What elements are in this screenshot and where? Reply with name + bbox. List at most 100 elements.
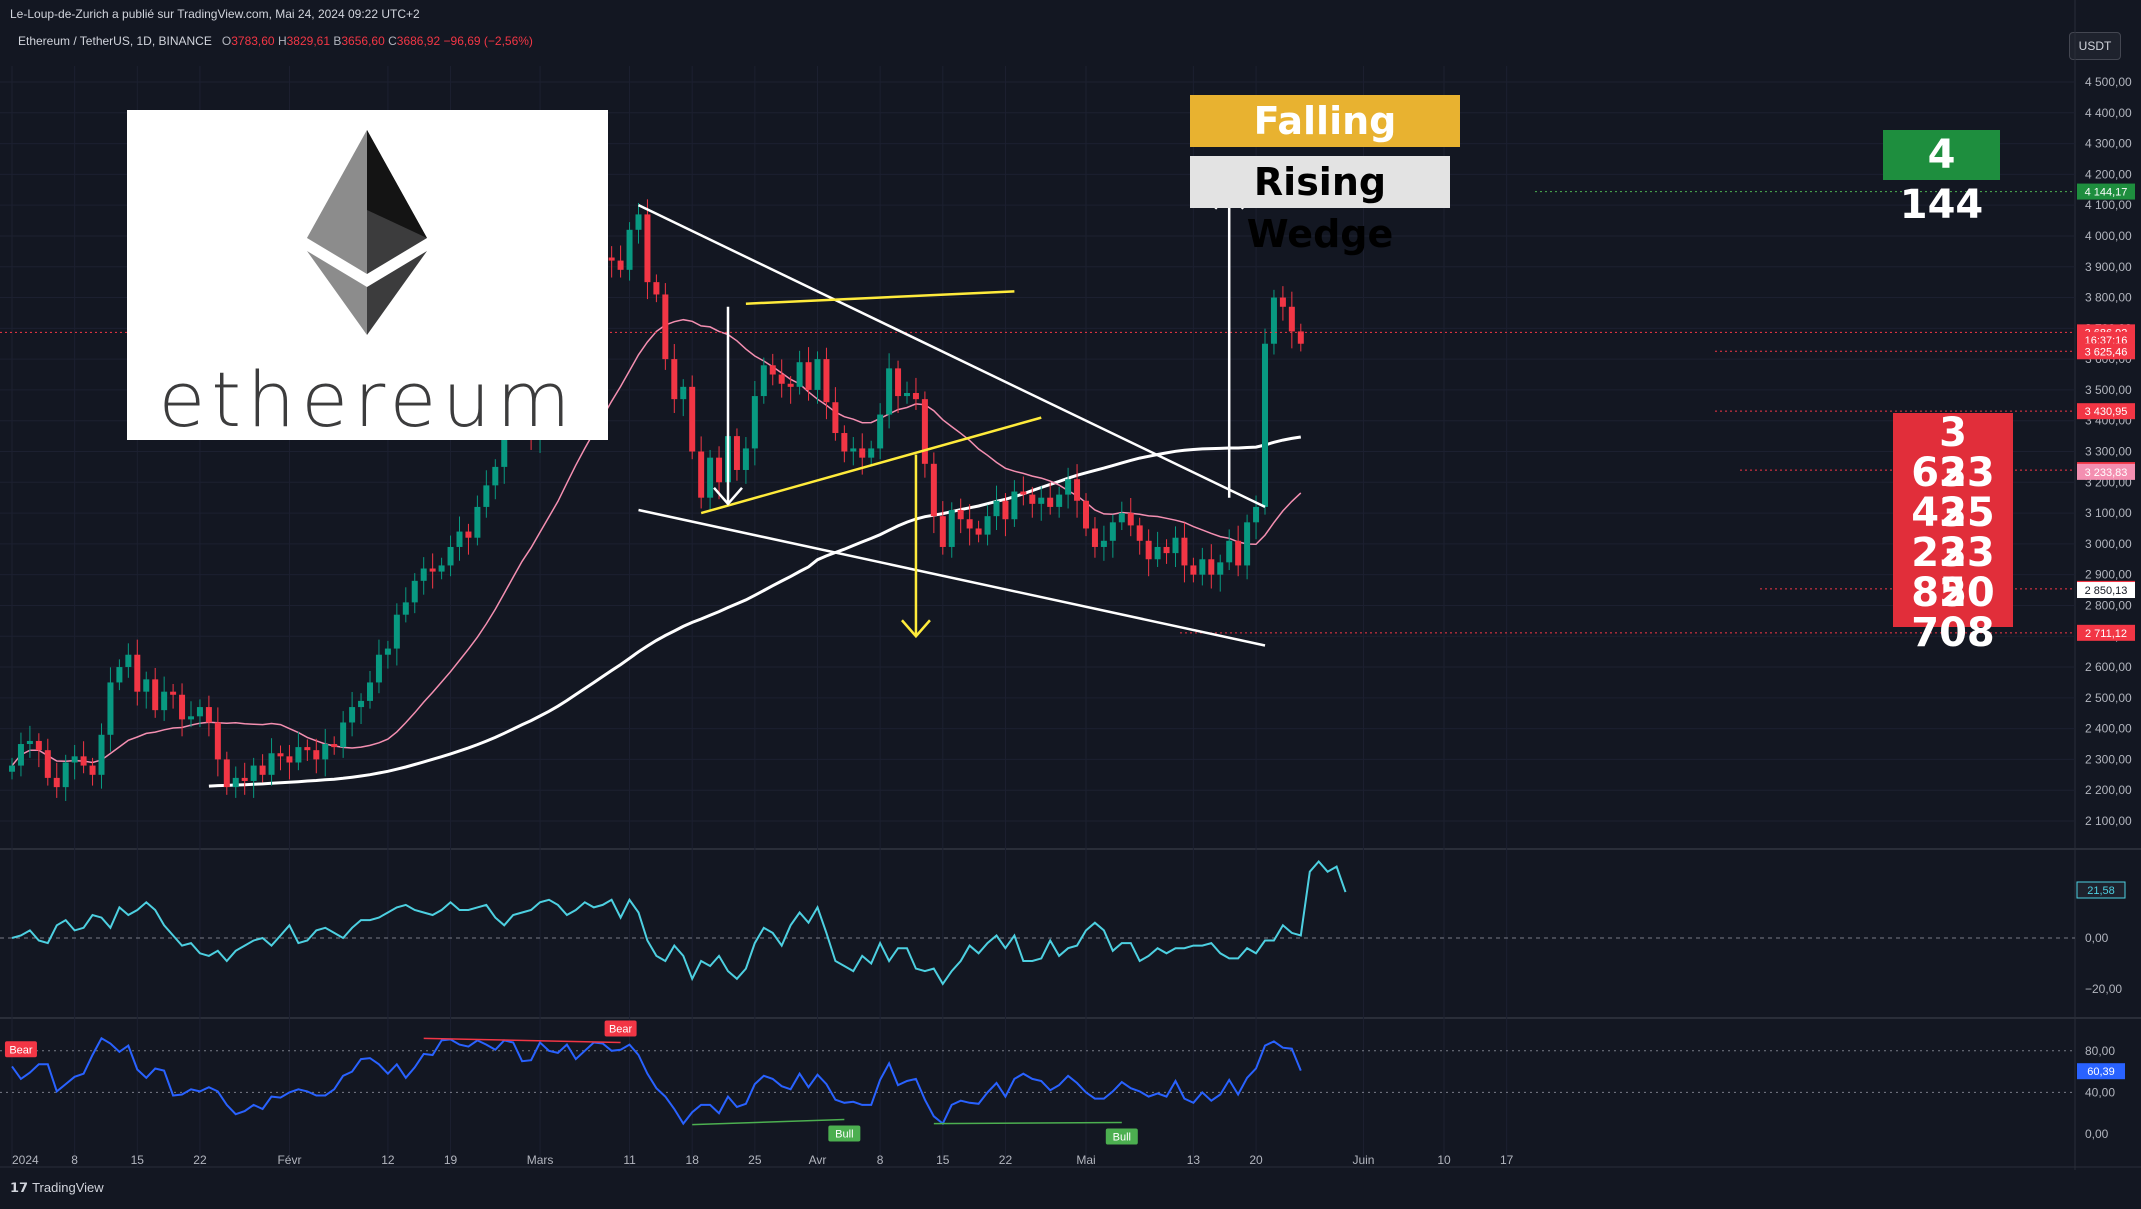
candle-body	[313, 750, 320, 760]
candle-body	[170, 691, 177, 695]
candle-body	[716, 457, 723, 483]
date-tick-label: 8	[71, 1153, 78, 1167]
candle-body	[447, 546, 454, 566]
candle-body	[492, 466, 499, 486]
price-tick-label: 2 500,00	[2085, 691, 2132, 705]
price-axis-label	[2077, 343, 2135, 360]
candle-body	[116, 667, 123, 683]
candle-body	[966, 519, 973, 529]
publisher-credit: Le-Loup-de-Zurich a publié sur TradingVi…	[10, 7, 420, 21]
candle-body	[1118, 513, 1125, 523]
candle-body	[832, 402, 839, 434]
candle-body	[698, 451, 705, 498]
ethereum-logo: ethereum	[127, 110, 608, 440]
bull-divergence-badge	[828, 1125, 861, 1142]
candle-body	[1020, 491, 1027, 495]
candle-body	[1244, 522, 1251, 566]
symbol-name[interactable]: Ethereum / TetherUS, 1D, BINANCE	[18, 34, 212, 48]
candle-body	[349, 707, 356, 723]
candle-body	[188, 716, 194, 720]
candle-body	[331, 744, 338, 748]
candle-body	[957, 510, 964, 520]
tradingview-brand[interactable]: 𝟭𝟳 TradingView	[10, 1180, 104, 1196]
bull-divergence-line	[933, 1121, 1122, 1125]
date-tick-label: 10	[1437, 1153, 1451, 1167]
candle-body	[1074, 479, 1081, 501]
rising-wedge-label: Rising Wedge	[1190, 156, 1450, 256]
candle-body	[250, 765, 257, 781]
candle-body	[671, 359, 678, 400]
candle-body	[152, 679, 159, 711]
price-change: −96,69 (−2,56%)	[443, 34, 533, 48]
ohlc-open-key: O	[221, 34, 232, 48]
falling-wedge-line	[638, 508, 1266, 647]
candle-body	[859, 448, 866, 458]
candle-body	[107, 682, 114, 735]
candle-body	[1100, 540, 1107, 547]
candle-body	[53, 777, 60, 788]
candle-body	[1145, 540, 1152, 560]
candle-body	[760, 365, 767, 397]
candle-body	[483, 485, 490, 507]
falling-wedge-line	[637, 204, 1266, 509]
osc2-tick-label: 0,00	[2085, 1127, 2109, 1141]
price-tick-label: 3 000,00	[2085, 537, 2132, 551]
date-tick-label: 17	[1500, 1153, 1514, 1167]
candle-body	[304, 747, 311, 751]
candle-body	[904, 392, 910, 397]
candle-body	[733, 436, 740, 470]
candle-body	[1288, 306, 1295, 332]
candle-body	[1083, 500, 1089, 529]
candle-body	[814, 359, 821, 390]
candle-body	[769, 365, 776, 375]
date-tick-label: 11	[623, 1153, 636, 1167]
candle-body	[438, 565, 445, 572]
symbol-header: Ethereum / TetherUS, 1D, BINANCE O3783,6…	[18, 34, 533, 48]
osc2-value-text: 60,39	[2087, 1066, 2115, 1078]
candle-body	[912, 392, 919, 400]
candle-body	[1011, 491, 1018, 520]
candle-body	[1065, 479, 1072, 495]
target-label: 4 144	[1883, 130, 2000, 228]
candle-body	[375, 654, 382, 683]
currency-button[interactable]: USDT	[2069, 32, 2121, 60]
candle-body	[653, 282, 660, 295]
level-2: 3 425	[1911, 450, 1995, 536]
candle-body	[644, 214, 651, 283]
osc1-tick-label: 0,00	[2085, 931, 2109, 945]
date-tick-label: 13	[1187, 1153, 1201, 1167]
falling-wedge-label: Falling Wedge	[1190, 95, 1460, 195]
down-arrow-head	[713, 487, 743, 506]
levels-label: 3 623 3 425 3 233 2 850 2 708	[1893, 413, 2013, 653]
candle-body	[367, 682, 373, 701]
bear-divergence-line	[423, 1037, 621, 1044]
candle-body	[1181, 537, 1188, 566]
candle-body	[1038, 497, 1045, 504]
ohlc-close-key: C	[388, 34, 397, 48]
candle-body	[1136, 525, 1143, 541]
price-tick-label: 2 900,00	[2085, 568, 2132, 582]
candle-body	[9, 765, 15, 772]
candle-body	[268, 753, 275, 775]
price-tick-label: 2 400,00	[2085, 722, 2132, 736]
ohlc-close: C3686,92	[388, 34, 440, 48]
candle-body	[1235, 540, 1242, 566]
bull-divergence-line	[692, 1118, 845, 1126]
candle-body	[895, 368, 902, 397]
bull-divergence-label: Bull	[1113, 1132, 1131, 1144]
date-tick-label: 25	[748, 1153, 762, 1167]
ohlc-high: H3829,61	[278, 34, 330, 48]
osc1-value-badge	[2076, 881, 2126, 899]
rising-wedge-line	[745, 290, 1015, 305]
price-axis-label-text: 4 144,17	[2085, 187, 2128, 199]
candle-body	[921, 399, 928, 464]
candle-body	[707, 457, 714, 498]
osc2-tick-label: 80,00	[2085, 1044, 2115, 1058]
bear-divergence-label: Bear	[9, 1044, 33, 1056]
candle-body	[1172, 537, 1179, 554]
osc1-tick-label: −20,00	[2085, 982, 2122, 996]
price-tick-label: 4 000,00	[2085, 229, 2132, 243]
candle-body	[44, 750, 51, 778]
candle-body	[62, 762, 69, 788]
